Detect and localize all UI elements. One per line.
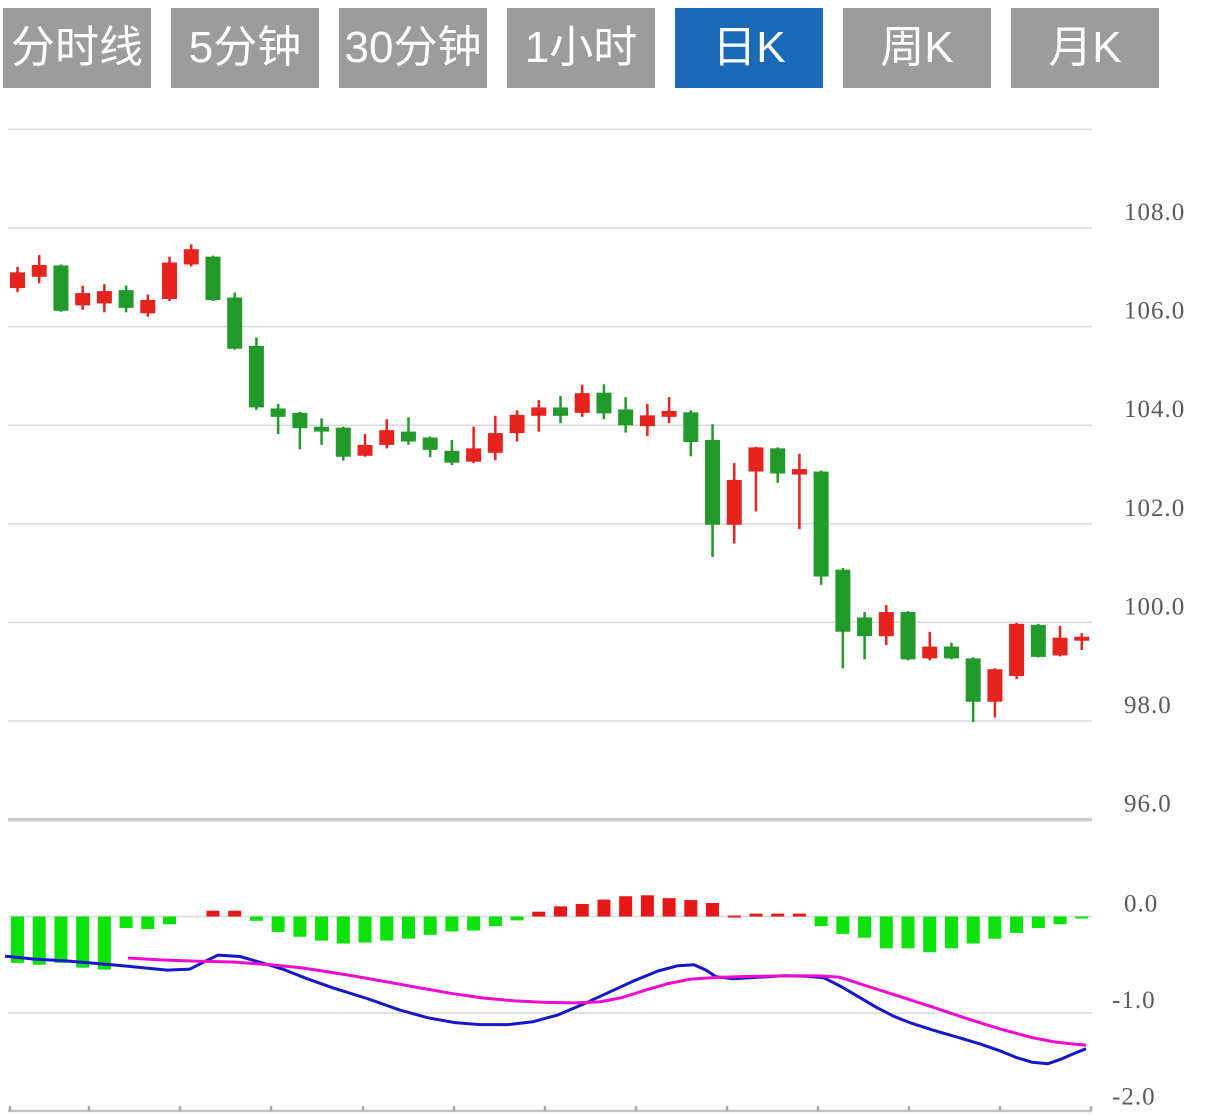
- tab-5min[interactable]: 5分钟: [171, 8, 319, 88]
- candles: [10, 244, 1090, 722]
- tab-timeline[interactable]: 分时线: [3, 8, 151, 88]
- svg-text:0.0: 0.0: [1124, 891, 1158, 918]
- tab-30min[interactable]: 30分钟: [339, 8, 487, 88]
- price-axis-labels: 108.0 106.0 104.0 102.0 100.0 98.0 96.0: [1124, 199, 1185, 818]
- price-gridlines: [8, 128, 1092, 822]
- macd-histogram: [11, 895, 1089, 970]
- svg-text:108.0: 108.0: [1124, 199, 1185, 226]
- dea-line: [127, 956, 1087, 1047]
- svg-text:100.0: 100.0: [1124, 593, 1185, 620]
- svg-text:96.0: 96.0: [1124, 791, 1172, 818]
- svg-text:106.0: 106.0: [1124, 298, 1185, 325]
- interval-tabbar: 分时线 5分钟 30分钟 1小时 日K 周K 月K: [3, 8, 1159, 88]
- bottom-axis: [8, 1106, 1093, 1113]
- svg-text:-2.0: -2.0: [1112, 1084, 1156, 1111]
- svg-text:98.0: 98.0: [1124, 692, 1172, 719]
- macd-axis-labels: 0.0 -1.0 -2.0: [1112, 891, 1158, 1111]
- tab-1hour[interactable]: 1小时: [507, 8, 655, 88]
- svg-text:104.0: 104.0: [1124, 396, 1185, 423]
- svg-text:-1.0: -1.0: [1112, 987, 1156, 1014]
- tab-weekly-k[interactable]: 周K: [843, 8, 991, 88]
- dif-line: [4, 953, 1087, 1066]
- svg-text:102.0: 102.0: [1124, 495, 1185, 522]
- tab-daily-k[interactable]: 日K: [675, 8, 823, 88]
- tab-monthly-k[interactable]: 月K: [1011, 8, 1159, 88]
